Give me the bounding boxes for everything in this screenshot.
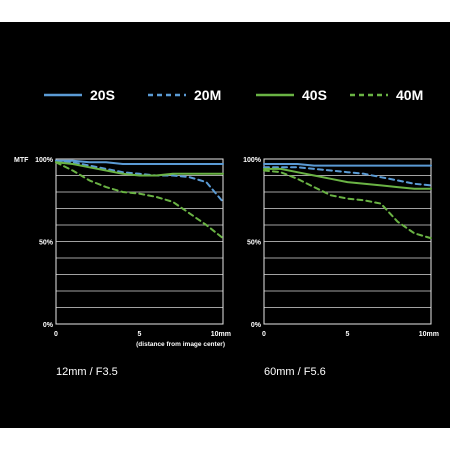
x-tick-label: 5 <box>346 331 350 338</box>
y-tick-label: 0% <box>251 322 262 329</box>
x-tick-label: 5 <box>138 331 142 338</box>
y-axis-label: MTF <box>14 157 29 164</box>
y-tick-label: 100% <box>35 157 54 164</box>
series-line-20s <box>55 159 224 165</box>
series-line-20m <box>263 166 432 187</box>
chart-caption: 12mm / F3.5 <box>56 366 118 378</box>
legend-label-40m: 40M <box>396 87 423 103</box>
x-tick-label: 0 <box>262 331 266 338</box>
plot-frame <box>55 158 224 325</box>
series-line-40m <box>55 161 224 240</box>
x-axis-label: (distance from image center) <box>136 341 225 348</box>
legend-label-40s: 40S <box>302 87 327 103</box>
x-tick-label: 10mm <box>211 331 231 338</box>
series-line-40s <box>55 161 224 177</box>
legend-label-20m: 20M <box>194 87 221 103</box>
chart-caption: 60mm / F5.6 <box>264 366 326 378</box>
legend-label-20s: 20S <box>90 87 115 103</box>
y-tick-label: 0% <box>43 322 54 329</box>
mtf-figure: 20S 20M 40S 40M 100% 50% 0% 0 5 10mm MTF (distance … <box>0 22 450 428</box>
y-tick-label: 50% <box>247 240 262 247</box>
x-tick-label: 10mm <box>419 331 439 338</box>
y-tick-label: 100% <box>243 157 262 164</box>
plot-frame <box>263 158 432 325</box>
series-line-40s <box>263 167 432 190</box>
series-line-20s <box>263 163 432 167</box>
series-line-20m <box>55 159 224 203</box>
x-tick-label: 0 <box>54 331 58 338</box>
y-tick-label: 50% <box>39 240 54 247</box>
series-line-40m <box>263 169 432 240</box>
